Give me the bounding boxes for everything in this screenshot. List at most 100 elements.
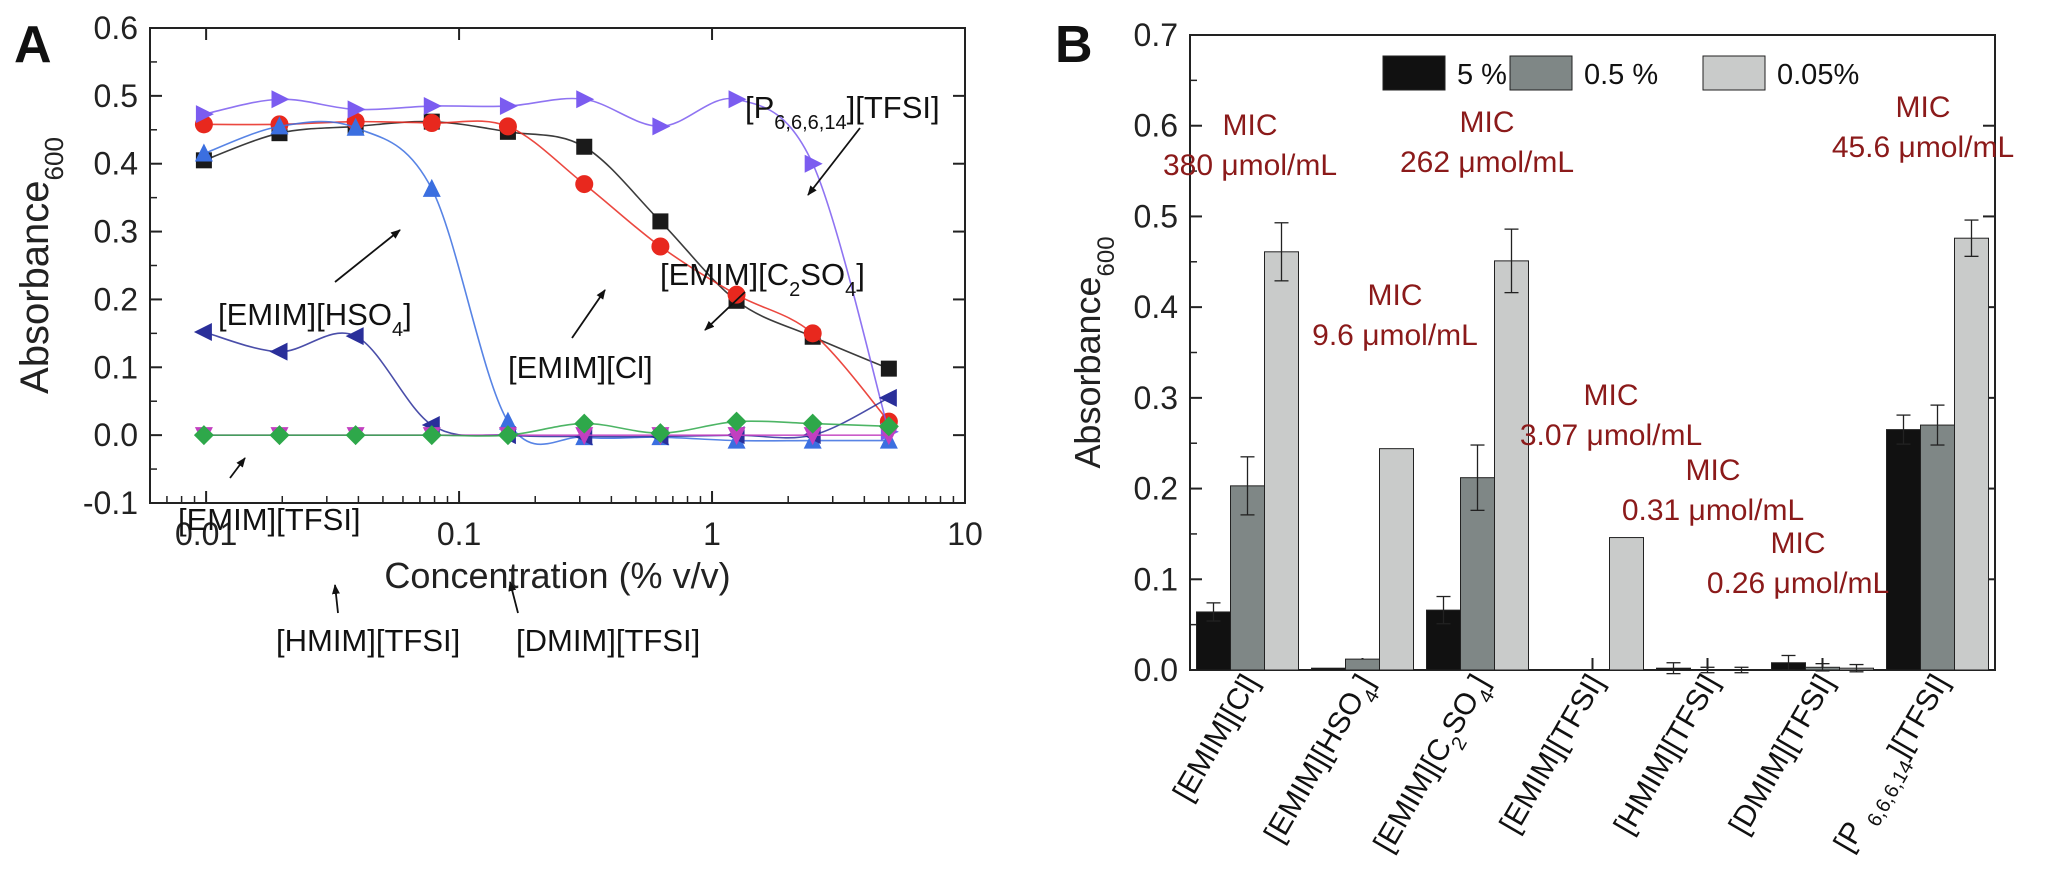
- panel-a-point-3-3: [423, 97, 442, 116]
- panel-a-point-4-0: [193, 323, 212, 341]
- panel-a-annotation-label-5: [HMIM][TFSI]: [276, 623, 460, 658]
- panel-b-category-label-3: [EMIM][TFSI]: [1494, 669, 1611, 839]
- panel-a-annotation-1-sub: 2: [789, 279, 800, 301]
- panel-a-point-1-5: [575, 175, 594, 194]
- panel-b-category-label-1: [EMIM][HSO4]: [1258, 669, 1388, 853]
- panel-a-point-5-7: [727, 427, 746, 446]
- panel-b-category-label-4: [HMIM][TFSI]: [1608, 669, 1726, 840]
- panel-a-point-6-4: [497, 425, 518, 446]
- panel-a-annotation-arrow-6: [508, 581, 519, 614]
- panel-a-series-line-1: [203, 120, 890, 423]
- panel-b-legend-label-2: 0.05%: [1777, 59, 1859, 91]
- panel-a-ytick-label: 0.3: [94, 214, 138, 250]
- panel-a-annotation-2-sub: 4: [392, 319, 403, 341]
- panel-a-annotation-1-rest: ]: [856, 257, 865, 292]
- panel-a-annotation-arrow-0: [807, 127, 861, 196]
- panel-b-category-0-main: [EMIM][Cl]: [1167, 669, 1266, 807]
- panel-b-bar-1-2: [1379, 448, 1414, 671]
- panel-b-mic-line1-6: MIC: [1896, 91, 1951, 124]
- panel-b-category-1-main: [EMIM][HSO: [1258, 686, 1371, 848]
- panel-a-point-6-6: [650, 423, 671, 444]
- panel-a-point-6-5: [574, 413, 595, 434]
- panel-b-bar-1-0: [1311, 667, 1346, 671]
- panel-a-annotation-3-main: [EMIM][Cl]: [508, 350, 653, 385]
- panel-a-annotation-label-3: [EMIM][Cl]: [508, 350, 653, 385]
- panel-a-point-3-6: [652, 117, 671, 136]
- panel-a-point-5-5: [575, 427, 594, 446]
- panel-b-ytick-label: 0.6: [1134, 108, 1178, 144]
- panel-a-xtick-label: 10: [947, 516, 983, 552]
- panel-a-point-3-8: [804, 154, 823, 173]
- panel-a-series-line-0: [203, 120, 890, 370]
- panel-b-ytick-label: 0.0: [1134, 652, 1178, 688]
- panel-a-ytick-label: 0.4: [94, 146, 138, 182]
- panel-a-series-line-6: [203, 420, 889, 437]
- panel-a-point-1-8: [803, 324, 822, 343]
- panel-a-point-2-1: [270, 116, 289, 135]
- panel-a-ytick-label: 0.5: [94, 78, 138, 114]
- panel-b-category-5-main: [DMIM][TFSI]: [1723, 669, 1841, 840]
- panel-a-annotation-arrow-4: [229, 457, 246, 479]
- panel-a-point-2-3: [422, 178, 441, 197]
- panel-b-mic-line2-3: 3.07 μmol/mL: [1520, 419, 1702, 452]
- panel-a-y-axis-title-main: Absorbance: [13, 180, 57, 393]
- panel-a-ytick-label: 0.6: [94, 10, 138, 46]
- panel-a-line-chart: A -0.1 0.0 0.1 0.2 0.3 0.4 0.5 0.6 0.01 0.1 1 10 Conc…: [13, 10, 983, 658]
- panel-a-y-axis-title-sub: 600: [39, 137, 69, 180]
- panel-a-annotation-0-main: [P: [745, 90, 774, 125]
- panel-b-bar-3-2: [1609, 537, 1644, 671]
- panel-b-mic-line2-4: 0.31 μmol/mL: [1622, 494, 1804, 527]
- panel-b-bar-2-2: [1494, 260, 1529, 671]
- panel-b-legend-swatch-2: [1702, 55, 1766, 91]
- panel-b-mic-line2-0: 380 μmol/mL: [1163, 149, 1337, 182]
- panel-b-mic-line1-3: MIC: [1584, 379, 1639, 412]
- panel-b-y-axis-title-sub: 600: [1093, 236, 1120, 276]
- panel-a-annotation-label-1: [EMIM][C2SO4]: [660, 257, 865, 301]
- panel-a-point-1-3: [422, 114, 441, 132]
- panel-a-xtick-label: 0.1: [437, 516, 481, 552]
- panel-b-bar-6-2: [1954, 237, 1989, 671]
- panel-a-annotation-arrow-5: [331, 584, 340, 614]
- panel-a-point-3-7: [728, 90, 747, 109]
- panel-a-annotation-5-main: [HMIM][TFSI]: [276, 623, 460, 658]
- panel-b-category-label-0: [EMIM][Cl]: [1167, 669, 1266, 807]
- panel-a-letter: A: [14, 16, 52, 74]
- panel-b-ytick-label: 0.3: [1134, 380, 1178, 416]
- panel-b-category-6-sub: 6,6,6,14: [1863, 757, 1918, 831]
- panel-b-category-6-rest: ][TFSI]: [1882, 669, 1956, 763]
- panel-b-category-label-6: [P 6,6,6,14][TFSI]: [1828, 669, 1964, 862]
- panel-a-point-3-4: [499, 97, 518, 116]
- panel-a-point-3-2: [347, 100, 366, 119]
- panel-b-legend-swatch-0: [1382, 55, 1446, 91]
- panel-b-bar-0-2: [1264, 251, 1299, 671]
- panel-a-point-1-6: [651, 237, 670, 256]
- panel-b-bar-3-0: [1541, 669, 1576, 671]
- panel-a-point-6-2: [345, 425, 366, 446]
- panel-b-mic-line1-5: MIC: [1771, 527, 1826, 560]
- panel-a-point-6-0: [193, 425, 214, 446]
- panel-b-letter: B: [1055, 16, 1093, 74]
- panel-a-point-6-8: [802, 413, 823, 434]
- panel-b-mic-line2-6: 45.6 μmol/mL: [1832, 131, 2014, 164]
- panel-a-annotation-2-main: [EMIM][HSO: [218, 297, 392, 332]
- panel-b-bar-chart: B 0.0 0.1 0.2 0.3 0.4 0.5 0.6 0.7 Absorbance600 [E…: [1055, 16, 2014, 862]
- panel-a-point-3-1: [271, 90, 290, 109]
- panel-b-ytick-label: 0.7: [1134, 17, 1178, 53]
- panel-b-y-axis-title: Absorbance600: [1067, 236, 1120, 468]
- panel-a-annotation-label-4: [EMIM][TFSI]: [178, 502, 361, 537]
- panel-b-category-4-main: [HMIM][TFSI]: [1608, 669, 1726, 840]
- panel-b-ytick-label: 0.2: [1134, 471, 1178, 507]
- panel-b-legend-label-1: 0.5 %: [1584, 59, 1658, 91]
- panel-b-bar-6-1: [1920, 424, 1955, 671]
- panel-a-annotation-label-6: [DMIM][TFSI]: [516, 623, 700, 658]
- panel-a-annotation-arrow-3: [571, 289, 606, 339]
- panel-b-category-label-2: [EMIM][C2SO4]: [1368, 669, 1504, 862]
- panel-b-category-3-main: [EMIM][TFSI]: [1494, 669, 1611, 839]
- panel-b-legend: 5 % 0.5 % 0.05%: [1382, 55, 1859, 91]
- panel-b-bar-6-0: [1886, 429, 1921, 671]
- panel-b-mic-line1-2: MIC: [1460, 106, 1515, 139]
- panel-a-annotation-4-main: [EMIM][TFSI]: [178, 502, 361, 537]
- panel-b-ytick-label: 0.4: [1134, 289, 1178, 325]
- panel-a-point-2-4: [498, 411, 517, 430]
